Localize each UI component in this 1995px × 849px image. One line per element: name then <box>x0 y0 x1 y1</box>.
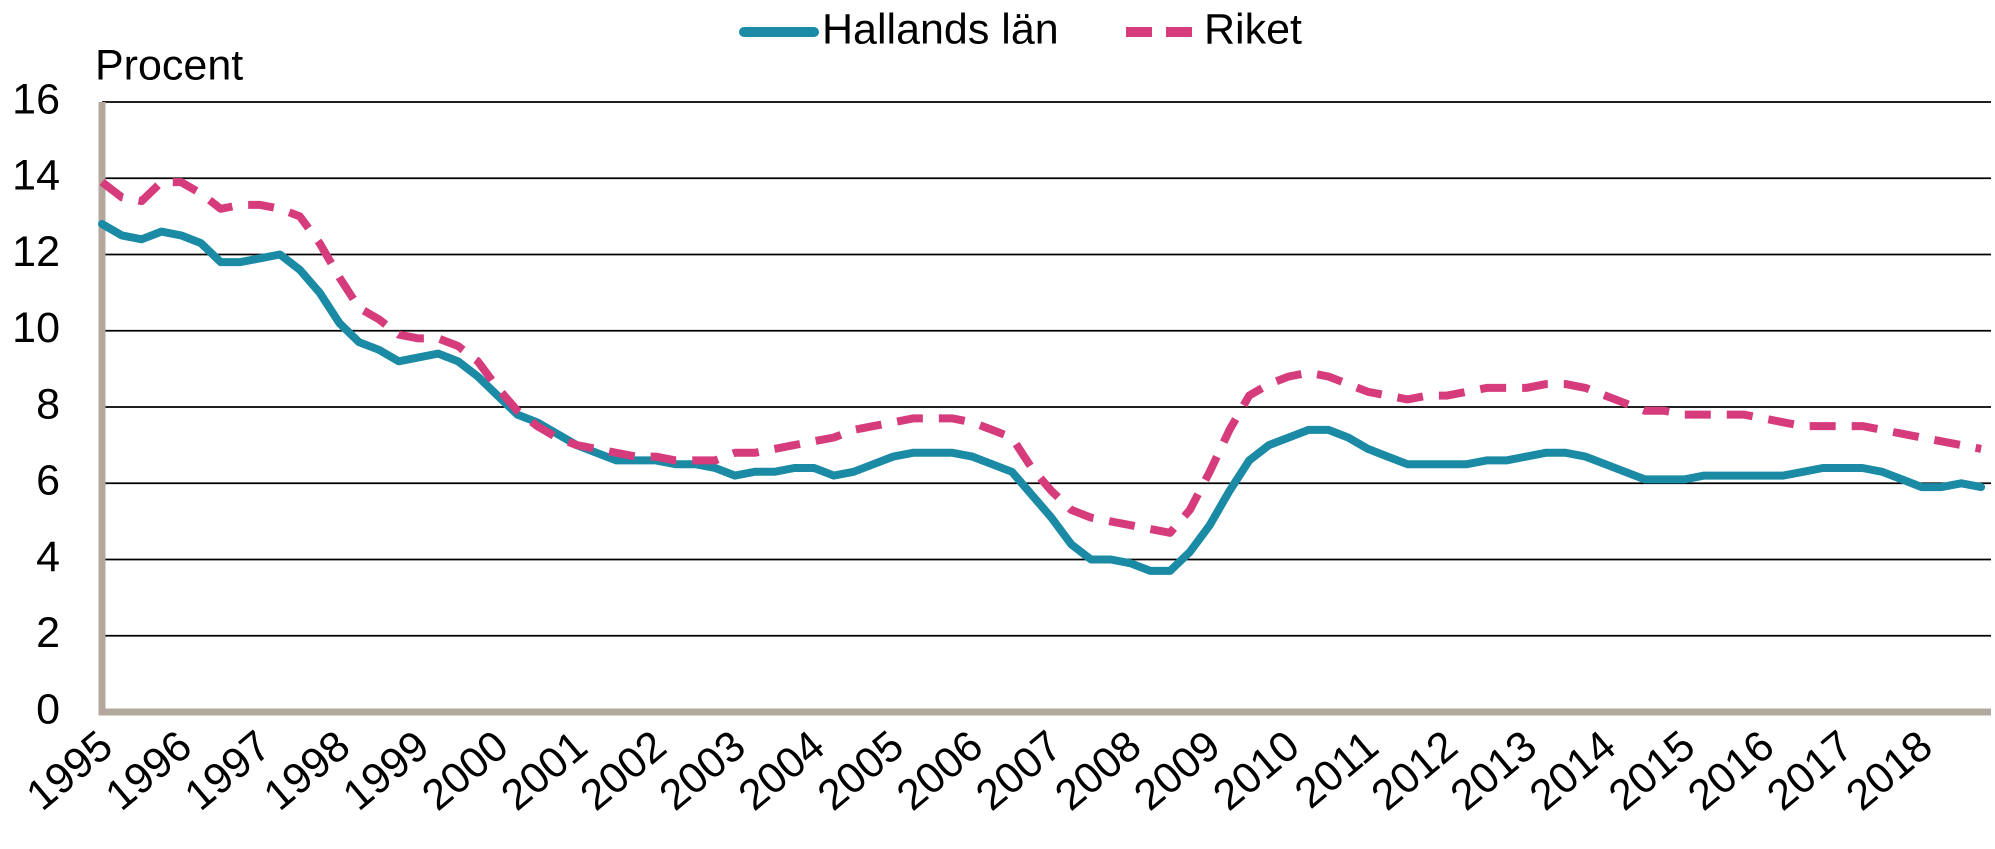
x-tick-label: 2001 <box>492 722 596 820</box>
y-tick-label: 16 <box>12 75 60 123</box>
x-tick-label: 2007 <box>967 722 1071 820</box>
x-tick-label: 2005 <box>809 722 913 820</box>
x-tick-label: 1999 <box>334 722 438 820</box>
x-tick-label: 2013 <box>1442 722 1546 820</box>
y-tick-label: 2 <box>36 609 60 657</box>
x-tick-label: 2004 <box>730 722 834 820</box>
x-tick-label: 2003 <box>651 722 755 820</box>
x-tick-label: 2011 <box>1286 722 1388 818</box>
y-tick-label: 12 <box>12 228 60 276</box>
x-tick-label: 2014 <box>1521 722 1625 820</box>
x-tick-label: 1997 <box>176 722 280 820</box>
x-tick-label: 2018 <box>1837 722 1941 820</box>
y-tick-label: 4 <box>36 533 60 581</box>
legend-label: Riket <box>1204 5 1302 53</box>
x-tick-label: 2006 <box>888 722 992 820</box>
x-tick-label: 2000 <box>413 722 517 820</box>
x-tick-label: 2015 <box>1600 722 1704 820</box>
series-line <box>98 220 1986 575</box>
y-tick-label: 6 <box>36 457 60 505</box>
x-tick-label: 2017 <box>1758 722 1862 820</box>
y-tick-label: 10 <box>12 304 60 352</box>
y-tick-label: 8 <box>36 380 60 428</box>
x-tick-label: 2008 <box>1046 722 1150 820</box>
x-tick-label: 2016 <box>1679 722 1783 820</box>
y-tick-label: 0 <box>36 685 60 733</box>
x-tick-label: 1996 <box>97 722 201 820</box>
x-tick-label: 2010 <box>1204 722 1308 820</box>
x-tick-label: 1998 <box>255 722 359 820</box>
y-tick-label: 14 <box>12 152 60 200</box>
x-tick-label: 2009 <box>1125 722 1229 820</box>
x-tick-label: 1995 <box>18 722 122 820</box>
x-tick-label: 2002 <box>571 722 675 820</box>
series-line <box>99 178 1982 537</box>
x-tick-label: 2012 <box>1363 722 1467 820</box>
legend-label: Hallands län <box>822 5 1059 53</box>
y-axis-label: Procent <box>95 41 243 89</box>
